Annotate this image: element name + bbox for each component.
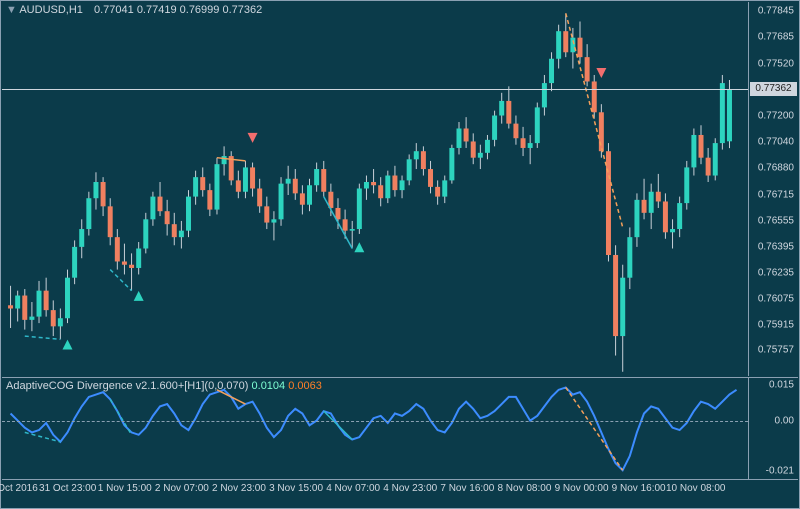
- indicator-svg: [2, 378, 748, 479]
- price-tick: 0.77520: [758, 58, 794, 69]
- symbol-timeframe: AUDUSD,H1: [19, 4, 83, 16]
- indicator-tick: 0.00: [775, 415, 794, 426]
- indicator-title: AdaptiveCOG Divergence v2.1.600+[H1](0,0…: [6, 380, 322, 392]
- indicator-panel: AdaptiveCOG Divergence v2.1.600+[H1](0,0…: [2, 377, 798, 479]
- time-tick: 9 Nov 00:00: [555, 483, 609, 494]
- price-tick: 0.77200: [758, 110, 794, 121]
- indicator-plot-area[interactable]: [2, 378, 748, 479]
- main-chart-svg: [2, 2, 748, 375]
- price-tick: 0.77040: [758, 136, 794, 147]
- time-tick: 7 Nov 16:00: [440, 483, 494, 494]
- time-tick: 31 Oct 23:00: [39, 483, 96, 494]
- time-tick: 4 Nov 07:00: [326, 483, 380, 494]
- time-tick: 1 Nov 15:00: [98, 483, 152, 494]
- price-tick: 0.77685: [758, 31, 794, 42]
- time-tick: 4 Nov 23:00: [383, 483, 437, 494]
- dropdown-icon[interactable]: ▼: [6, 4, 17, 16]
- time-tick: 2 Nov 07:00: [155, 483, 209, 494]
- indicator-y-axis: 0.015 0.00 -0.021: [748, 378, 798, 479]
- price-tick: 0.75757: [758, 345, 794, 356]
- price-tick: 0.76395: [758, 241, 794, 252]
- current-price-tag: 0.77362: [750, 82, 797, 96]
- price-y-axis: 0.77362 0.778450.776850.775200.773620.77…: [748, 2, 798, 376]
- chart-title: ▼ AUDUSD,H1 0.77041 0.77419 0.76999 0.77…: [6, 4, 262, 16]
- price-plot-area[interactable]: [2, 2, 748, 376]
- indicator-tick: -0.021: [766, 465, 794, 476]
- time-tick: 2 Nov 23:00: [212, 483, 266, 494]
- time-tick: 10 Nov 08:00: [666, 483, 726, 494]
- price-tick: 0.76075: [758, 293, 794, 304]
- indicator-tick: 0.015: [769, 380, 794, 391]
- time-tick: 8 Nov 08:00: [497, 483, 551, 494]
- price-tick: 0.75915: [758, 319, 794, 330]
- time-tick: 9 Nov 16:00: [612, 483, 666, 494]
- price-tick: 0.76880: [758, 162, 794, 173]
- price-tick: 0.76715: [758, 189, 794, 200]
- current-price-line: [2, 89, 748, 90]
- time-tick: 31 Oct 2016: [0, 483, 38, 494]
- ohlc-values: 0.77041 0.77419 0.76999 0.77362: [94, 4, 262, 16]
- price-chart-panel: ▼ AUDUSD,H1 0.77041 0.77419 0.76999 0.77…: [2, 2, 798, 376]
- zero-line: [2, 421, 748, 422]
- price-tick: 0.76555: [758, 215, 794, 226]
- price-tick: 0.77845: [758, 5, 794, 16]
- terminal-frame: ▼ AUDUSD,H1 0.77041 0.77419 0.76999 0.77…: [0, 0, 800, 509]
- price-tick: 0.76235: [758, 267, 794, 278]
- time-tick: 3 Nov 15:00: [269, 483, 323, 494]
- time-axis: 31 Oct 201631 Oct 23:001 Nov 15:002 Nov …: [2, 479, 798, 509]
